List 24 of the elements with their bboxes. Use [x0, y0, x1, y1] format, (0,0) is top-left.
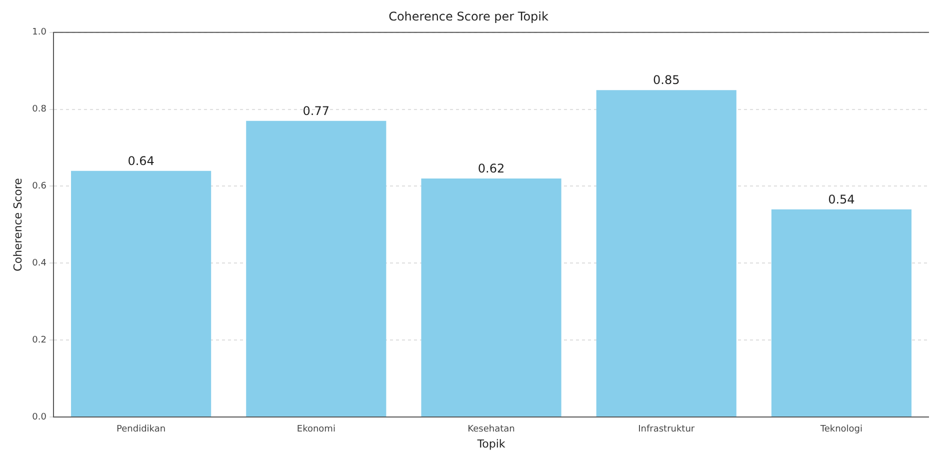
bar — [246, 120, 386, 416]
data-label: 0.85 — [652, 73, 680, 88]
y-axis-title: Coherence Score — [11, 178, 24, 272]
bar — [421, 178, 562, 416]
y-tick-label: 1.0 — [32, 28, 47, 38]
y-tick-label: 0.6 — [32, 182, 47, 192]
x-tick-label: Teknologi — [819, 424, 863, 435]
data-label: 0.64 — [128, 154, 154, 168]
y-tick-label: 0.2 — [32, 335, 47, 346]
bar — [771, 209, 912, 416]
y-tick-label: 0.4 — [32, 258, 47, 269]
y-tick-label: 0.8 — [32, 104, 47, 115]
bar — [71, 170, 212, 416]
x-tick-label: Kesehatan — [468, 424, 515, 435]
y-tick-label: 0.0 — [32, 412, 47, 422]
chart-title: Coherence Score per Topik — [388, 9, 548, 24]
x-axis-title: Topik — [476, 437, 506, 450]
x-tick-label: Infrastruktur — [638, 424, 695, 435]
bar — [596, 90, 736, 416]
data-label: 0.62 — [478, 162, 505, 176]
x-tick-label: Ekonomi — [296, 424, 336, 435]
data-label: 0.54 — [828, 192, 855, 206]
data-label: 0.77 — [302, 104, 330, 118]
x-tick-label: Pendidikan — [116, 424, 166, 435]
